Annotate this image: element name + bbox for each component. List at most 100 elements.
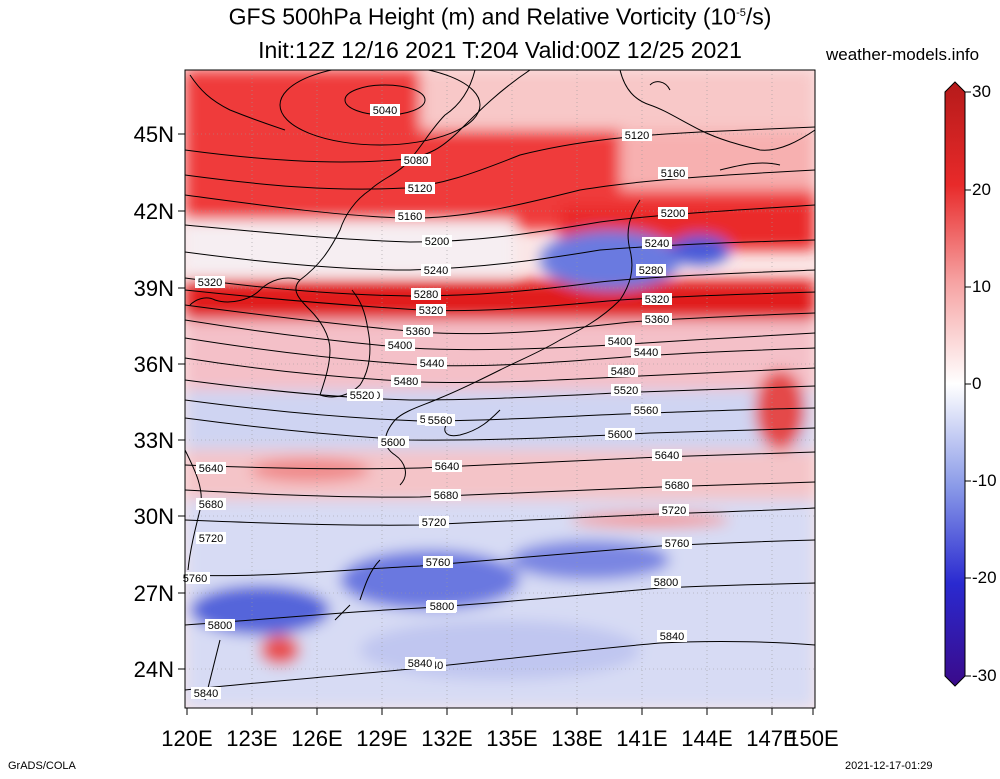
- colorbar-tick: -10: [972, 471, 997, 490]
- contour-label-bg: [370, 104, 400, 116]
- contour-label-bg: [417, 357, 447, 369]
- lat-label: 24N: [134, 657, 174, 682]
- lat-label: 39N: [134, 276, 174, 301]
- contour-label-bg: [195, 276, 225, 288]
- contour-label: 5320: [645, 294, 669, 306]
- contour-label-bg: [658, 207, 688, 219]
- contour-label-bg: [608, 365, 638, 377]
- contour-label: 5720: [199, 533, 223, 545]
- contour-label-bg: [631, 346, 661, 358]
- contour-label: 5640: [655, 450, 679, 462]
- contour-label: 5440: [634, 347, 658, 359]
- height-contours: [185, 70, 815, 691]
- contour-label-bg: [611, 384, 641, 396]
- contour-label-bg: [419, 516, 449, 528]
- contour-label: 5440: [420, 358, 444, 370]
- contour-label: 5800: [208, 620, 232, 632]
- lon-label: 132E: [421, 726, 472, 751]
- contour-label: 5240: [645, 238, 669, 250]
- contour-label-bg: [642, 293, 672, 305]
- title-end: /s): [745, 3, 772, 30]
- contour-label: 5520: [614, 385, 638, 397]
- contour-label: 5560: [634, 405, 658, 417]
- contour-label: 5400: [608, 336, 632, 348]
- contour-label-bg: [191, 687, 221, 699]
- lon-label: 135E: [486, 726, 537, 751]
- lon-label: 129E: [356, 726, 407, 751]
- colorbar-tick: 0: [972, 374, 982, 393]
- title-sup: -5: [736, 7, 746, 19]
- contour-label: 5680: [434, 490, 458, 502]
- lon-label: 120E: [161, 726, 212, 751]
- contour-label: 5200: [661, 208, 685, 220]
- contour-label-bg: [431, 489, 461, 501]
- lat-label: 36N: [134, 352, 174, 377]
- chart-title: GFS 500hPa Height (m) and Relative Vorti…: [140, 0, 860, 31]
- contour-label: 5160: [661, 168, 685, 180]
- title-line1: GFS 500hPa Height (m) and Relative Vorti…: [228, 3, 737, 30]
- contour-label-bg: [652, 449, 682, 461]
- lat-label: 42N: [134, 199, 174, 224]
- contour-label: 5360: [406, 326, 430, 338]
- contour-label: 5720: [662, 505, 686, 517]
- contour-label: 5040: [373, 105, 397, 117]
- footer-credit: GrADS/COLA: [8, 760, 76, 772]
- contour-label-bg: [636, 264, 666, 276]
- colorbar-tick: 20: [972, 180, 991, 199]
- lat-label: 45N: [134, 122, 174, 147]
- lon-label: 144E: [681, 726, 732, 751]
- contour-label: 5840: [194, 688, 218, 700]
- contour-label: 5080: [404, 155, 428, 167]
- contour-label-bg: [347, 389, 377, 401]
- lon-label: 126E: [291, 726, 342, 751]
- contour-label: 5760: [183, 573, 207, 585]
- contour-label-bg: [391, 375, 421, 387]
- lon-label: 147E: [746, 726, 797, 751]
- lon-label: 138E: [551, 726, 602, 751]
- contour-label-bg: [196, 462, 226, 474]
- contour-label: 5760: [665, 538, 689, 550]
- contour-label-bg: [416, 304, 446, 316]
- contour-label-bg: [421, 264, 451, 276]
- contour-label-bg: [622, 129, 652, 141]
- lon-label: 141E: [616, 726, 667, 751]
- contour-label: 5320: [198, 277, 222, 289]
- contour-label-bg: [662, 537, 692, 549]
- contour-label: 5760: [426, 557, 450, 569]
- contour-label-bg: [427, 600, 457, 612]
- contour-label: 5200: [425, 236, 449, 248]
- lon-label: 150E: [787, 726, 838, 751]
- contour-label-bg: [642, 237, 672, 249]
- site-credit: weather-models.info: [826, 45, 980, 64]
- contour-label: 5280: [414, 289, 438, 301]
- contour-label: 5680: [665, 480, 689, 492]
- contour-label: 5120: [625, 130, 649, 142]
- contour-label: 5640: [435, 461, 459, 473]
- contour-label: 5400: [388, 340, 412, 352]
- contour-label-bg: [657, 630, 687, 642]
- contour-label: 5520: [350, 390, 374, 402]
- contour-label-bg: [395, 210, 425, 222]
- lat-label: 27N: [134, 581, 174, 606]
- footer-timestamp: 2021-12-17-01:29: [845, 760, 933, 772]
- contour-label-bg: [651, 576, 681, 588]
- lon-label: 123E: [226, 726, 277, 751]
- contour-label: 5560: [428, 415, 452, 427]
- contour-label-bg: [385, 339, 415, 351]
- lat-label: 33N: [134, 428, 174, 453]
- contour-label-bg: [642, 313, 672, 325]
- contour-label-bg: [196, 532, 226, 544]
- lat-label: 30N: [134, 504, 174, 529]
- contour-label: 5240: [424, 265, 448, 277]
- contour-label: 5360: [645, 314, 669, 326]
- contour-label: 5840: [660, 631, 684, 643]
- contour-label-bg: [425, 414, 455, 426]
- contour-label-bg: [196, 498, 226, 510]
- contour-label: 5480: [611, 366, 635, 378]
- contour-label-bg: [401, 154, 431, 166]
- contour-label: 5800: [430, 601, 454, 613]
- contour-label: 5120: [408, 183, 432, 195]
- contour-label: 5600: [608, 429, 632, 441]
- contour-label-bg: [378, 436, 408, 448]
- contour-label-bg: [405, 657, 435, 669]
